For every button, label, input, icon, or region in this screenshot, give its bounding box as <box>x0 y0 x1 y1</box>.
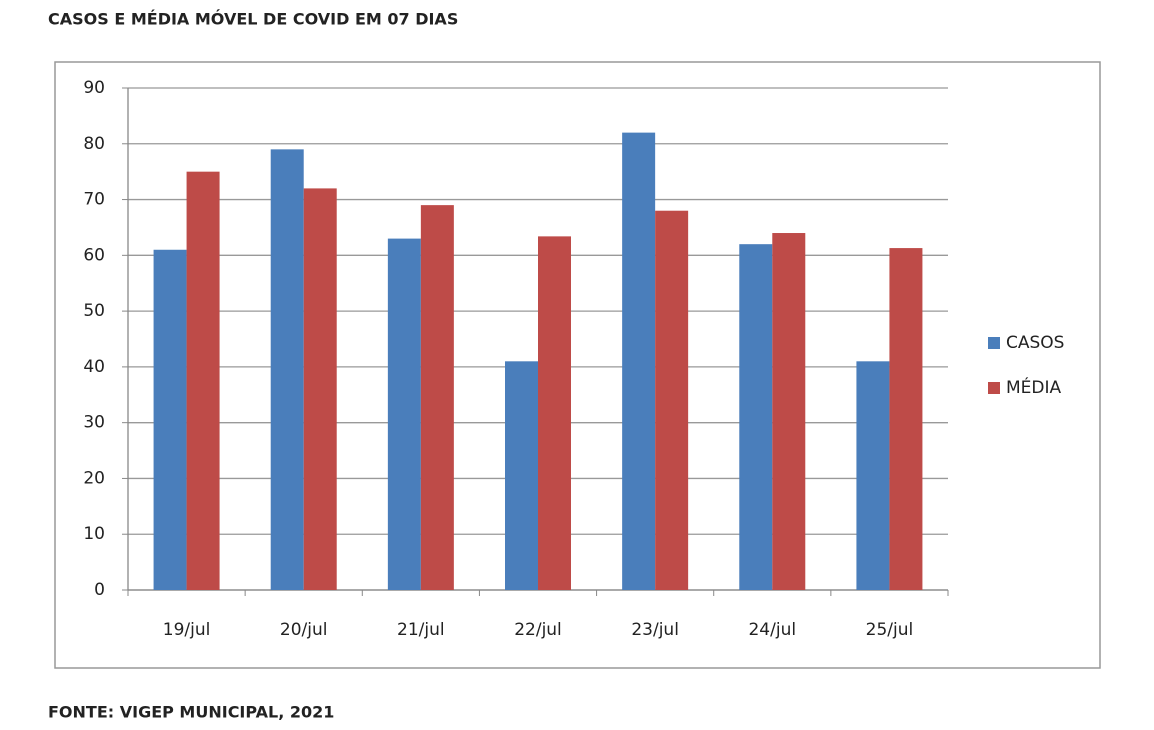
x-tick-label: 23/jul <box>631 620 679 640</box>
legend-swatch <box>988 382 1000 394</box>
bar <box>856 361 890 590</box>
y-tick-label: 80 <box>83 134 105 154</box>
x-tick-label: 21/jul <box>397 620 445 640</box>
chart-frame <box>54 61 1101 669</box>
y-tick-label: 90 <box>83 78 105 98</box>
legend-label: MÉDIA <box>1006 376 1062 398</box>
bar <box>655 210 689 590</box>
source: FONTE: VIGEP MUNICIPAL, 2021 <box>48 703 334 722</box>
bar <box>270 149 304 590</box>
y-tick-label: 70 <box>83 190 105 210</box>
bar <box>538 236 571 590</box>
bar <box>622 132 656 590</box>
y-tick-label: 20 <box>83 468 105 488</box>
bar <box>186 171 220 590</box>
y-tick-label: 40 <box>83 357 105 377</box>
x-tick-label: 20/jul <box>280 620 328 640</box>
y-tick-label: 60 <box>83 245 105 265</box>
bar <box>739 244 773 590</box>
y-tick-label: 30 <box>83 413 105 433</box>
bar <box>505 361 538 590</box>
legend-label: CASOS <box>1006 333 1064 353</box>
legend-swatch <box>988 337 1000 349</box>
x-tick-label: 19/jul <box>163 620 211 640</box>
bar <box>153 249 187 590</box>
bar <box>772 233 806 590</box>
y-tick-label: 50 <box>83 301 105 321</box>
y-tick-label: 10 <box>83 524 105 544</box>
y-tick-label: 0 <box>94 580 105 600</box>
bar <box>889 248 923 591</box>
x-tick-label: 24/jul <box>748 620 796 640</box>
x-tick-label: 22/jul <box>514 620 562 640</box>
bar <box>303 188 337 590</box>
bar <box>387 238 421 590</box>
x-tick-label: 25/jul <box>866 620 914 640</box>
chart-title: CASOS E MÉDIA MÓVEL DE COVID EM 07 DIAS <box>48 10 458 29</box>
bar <box>420 205 454 590</box>
